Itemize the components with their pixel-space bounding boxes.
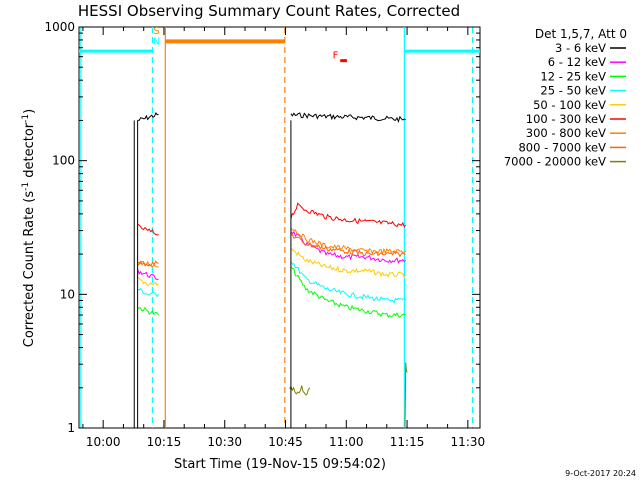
x-axis-label: Start Time (19-Nov-15 09:54:02) — [174, 457, 386, 472]
series-100-300-kev-seg-1 — [137, 223, 159, 236]
y-axis-label-sup1: -1 — [21, 182, 31, 191]
legend-label-100-300-kev: 100 - 300 keV — [526, 112, 606, 126]
legend-label-6-12-kev: 6 - 12 keV — [548, 55, 606, 69]
y-axis-label: Corrected Count Rate (s-1 detector-1) — [21, 109, 37, 347]
series-6-12-kev-seg-1 — [137, 268, 159, 281]
legend-label-25-50-kev: 25 - 50 keV — [540, 84, 606, 98]
y-axis-label-main: Corrected Count Rate (s — [22, 191, 37, 348]
y-tick-label: 1 — [67, 421, 75, 435]
series-3-6-kev-seg-2 — [290, 112, 406, 123]
series-50-100-kev-seg-2 — [290, 247, 407, 279]
y-tick-label: 100 — [52, 154, 75, 168]
y-axis-label-mid: detector — [22, 122, 37, 182]
series-7000-20000-kev-seg-1 — [289, 385, 311, 396]
y-axis-label-sup2: -1 — [21, 114, 31, 123]
axis-ticks: 1 10 100 1000 10:00 10:15 10:30 10:45 11:00 11:15… — [44, 20, 485, 449]
legend-label-12-25-kev: 12 - 25 keV — [540, 69, 606, 83]
y-axis-label-end: ) — [22, 109, 37, 114]
x-tick-label: 11:30 — [451, 435, 486, 449]
series-12-25-kev-seg-1 — [137, 306, 159, 316]
x-tick-label: 10:30 — [207, 435, 242, 449]
series-800-7000-kev-seg-2 — [290, 234, 406, 258]
x-tick-label: 11:00 — [329, 435, 364, 449]
legend-label-50-100-kev: 50 - 100 keV — [533, 98, 606, 112]
legend-title: Det 1,5,7, Att 0 — [535, 27, 627, 41]
series-100-300-kev-seg-2 — [290, 202, 407, 228]
legend-label-300-800-kev: 300 - 800 keV — [526, 126, 606, 140]
series-300-800-kev-seg-2 — [290, 227, 407, 256]
legend-label-7000-20000-kev: 7000 - 20000 keV — [504, 155, 606, 169]
y-tick-label: 10 — [60, 287, 75, 301]
legend-label-3-6-kev: 3 - 6 keV — [555, 41, 606, 55]
x-tick-label: 10:15 — [147, 435, 182, 449]
vertical-lines — [80, 27, 474, 428]
series-7000-20000-kev-seg-2 — [404, 362, 408, 429]
x-tick-label: 11:15 — [390, 435, 425, 449]
series-800-7000-kev-seg-1 — [137, 260, 159, 267]
y-tick-label: 1000 — [44, 20, 75, 34]
series-25-50-kev-seg-1 — [137, 287, 159, 298]
state-bars: SN F — [79, 26, 480, 63]
series-25-50-kev-seg-2 — [290, 261, 407, 304]
legend-label-800-7000-kev: 800 - 7000 keV — [518, 140, 606, 154]
state-label-s: S — [153, 26, 159, 37]
series-3-6-kev-seg-1 — [137, 112, 159, 121]
state-label-n: N — [153, 36, 160, 47]
series-lines — [133, 112, 408, 429]
series-50-100-kev-seg-1 — [137, 277, 159, 287]
state-label-f: F — [333, 51, 339, 62]
footer-timestamp: 9-Oct-2017 20:24 — [565, 469, 636, 478]
chart-title: HESSI Observing Summary Count Rates, Cor… — [78, 2, 460, 20]
series-12-25-kev-seg-2 — [290, 266, 406, 319]
x-tick-label: 10:45 — [268, 435, 303, 449]
plot-frame — [78, 26, 481, 429]
x-tick-label: 10:00 — [86, 435, 121, 449]
